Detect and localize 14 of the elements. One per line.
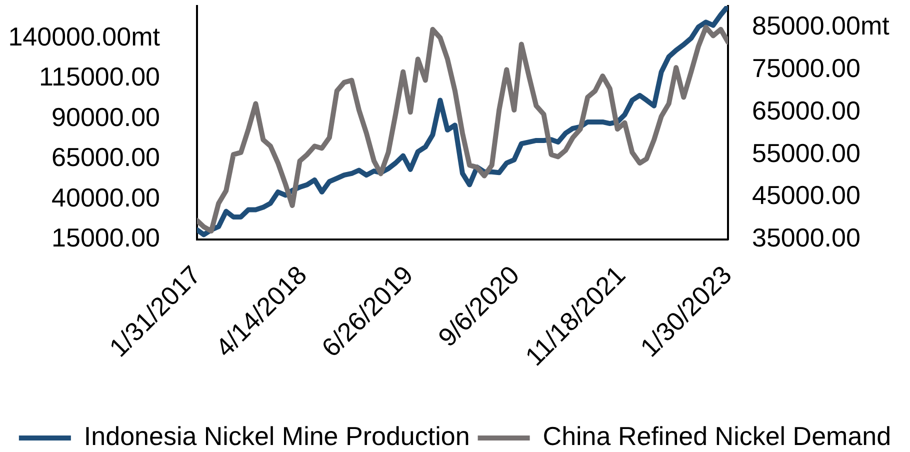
y2-tick-label: 45000.00 xyxy=(752,180,860,210)
y-tick-label: 115000.00 xyxy=(39,62,160,92)
y2-tick-label: 75000.00 xyxy=(752,52,860,83)
y-tick-label: 90000.00 xyxy=(52,102,160,132)
y2-tick-label: 65000.00 xyxy=(752,95,860,126)
y2-tick-label: 35000.00 xyxy=(752,222,860,253)
y-tick-label: 40000.00 xyxy=(52,182,160,212)
y-tick-label: 140000.00mt xyxy=(8,21,161,52)
y2-tick-label: 85000.00mt xyxy=(752,10,890,40)
y-tick-label: 15000.00 xyxy=(52,222,160,253)
legend-label: China Refined Nickel Demand xyxy=(542,421,892,452)
y2-tick-label: 55000.00 xyxy=(752,138,860,168)
legend-label: Indonesia Nickel Mine Production xyxy=(84,421,470,452)
y-tick-label: 65000.00 xyxy=(52,142,160,172)
